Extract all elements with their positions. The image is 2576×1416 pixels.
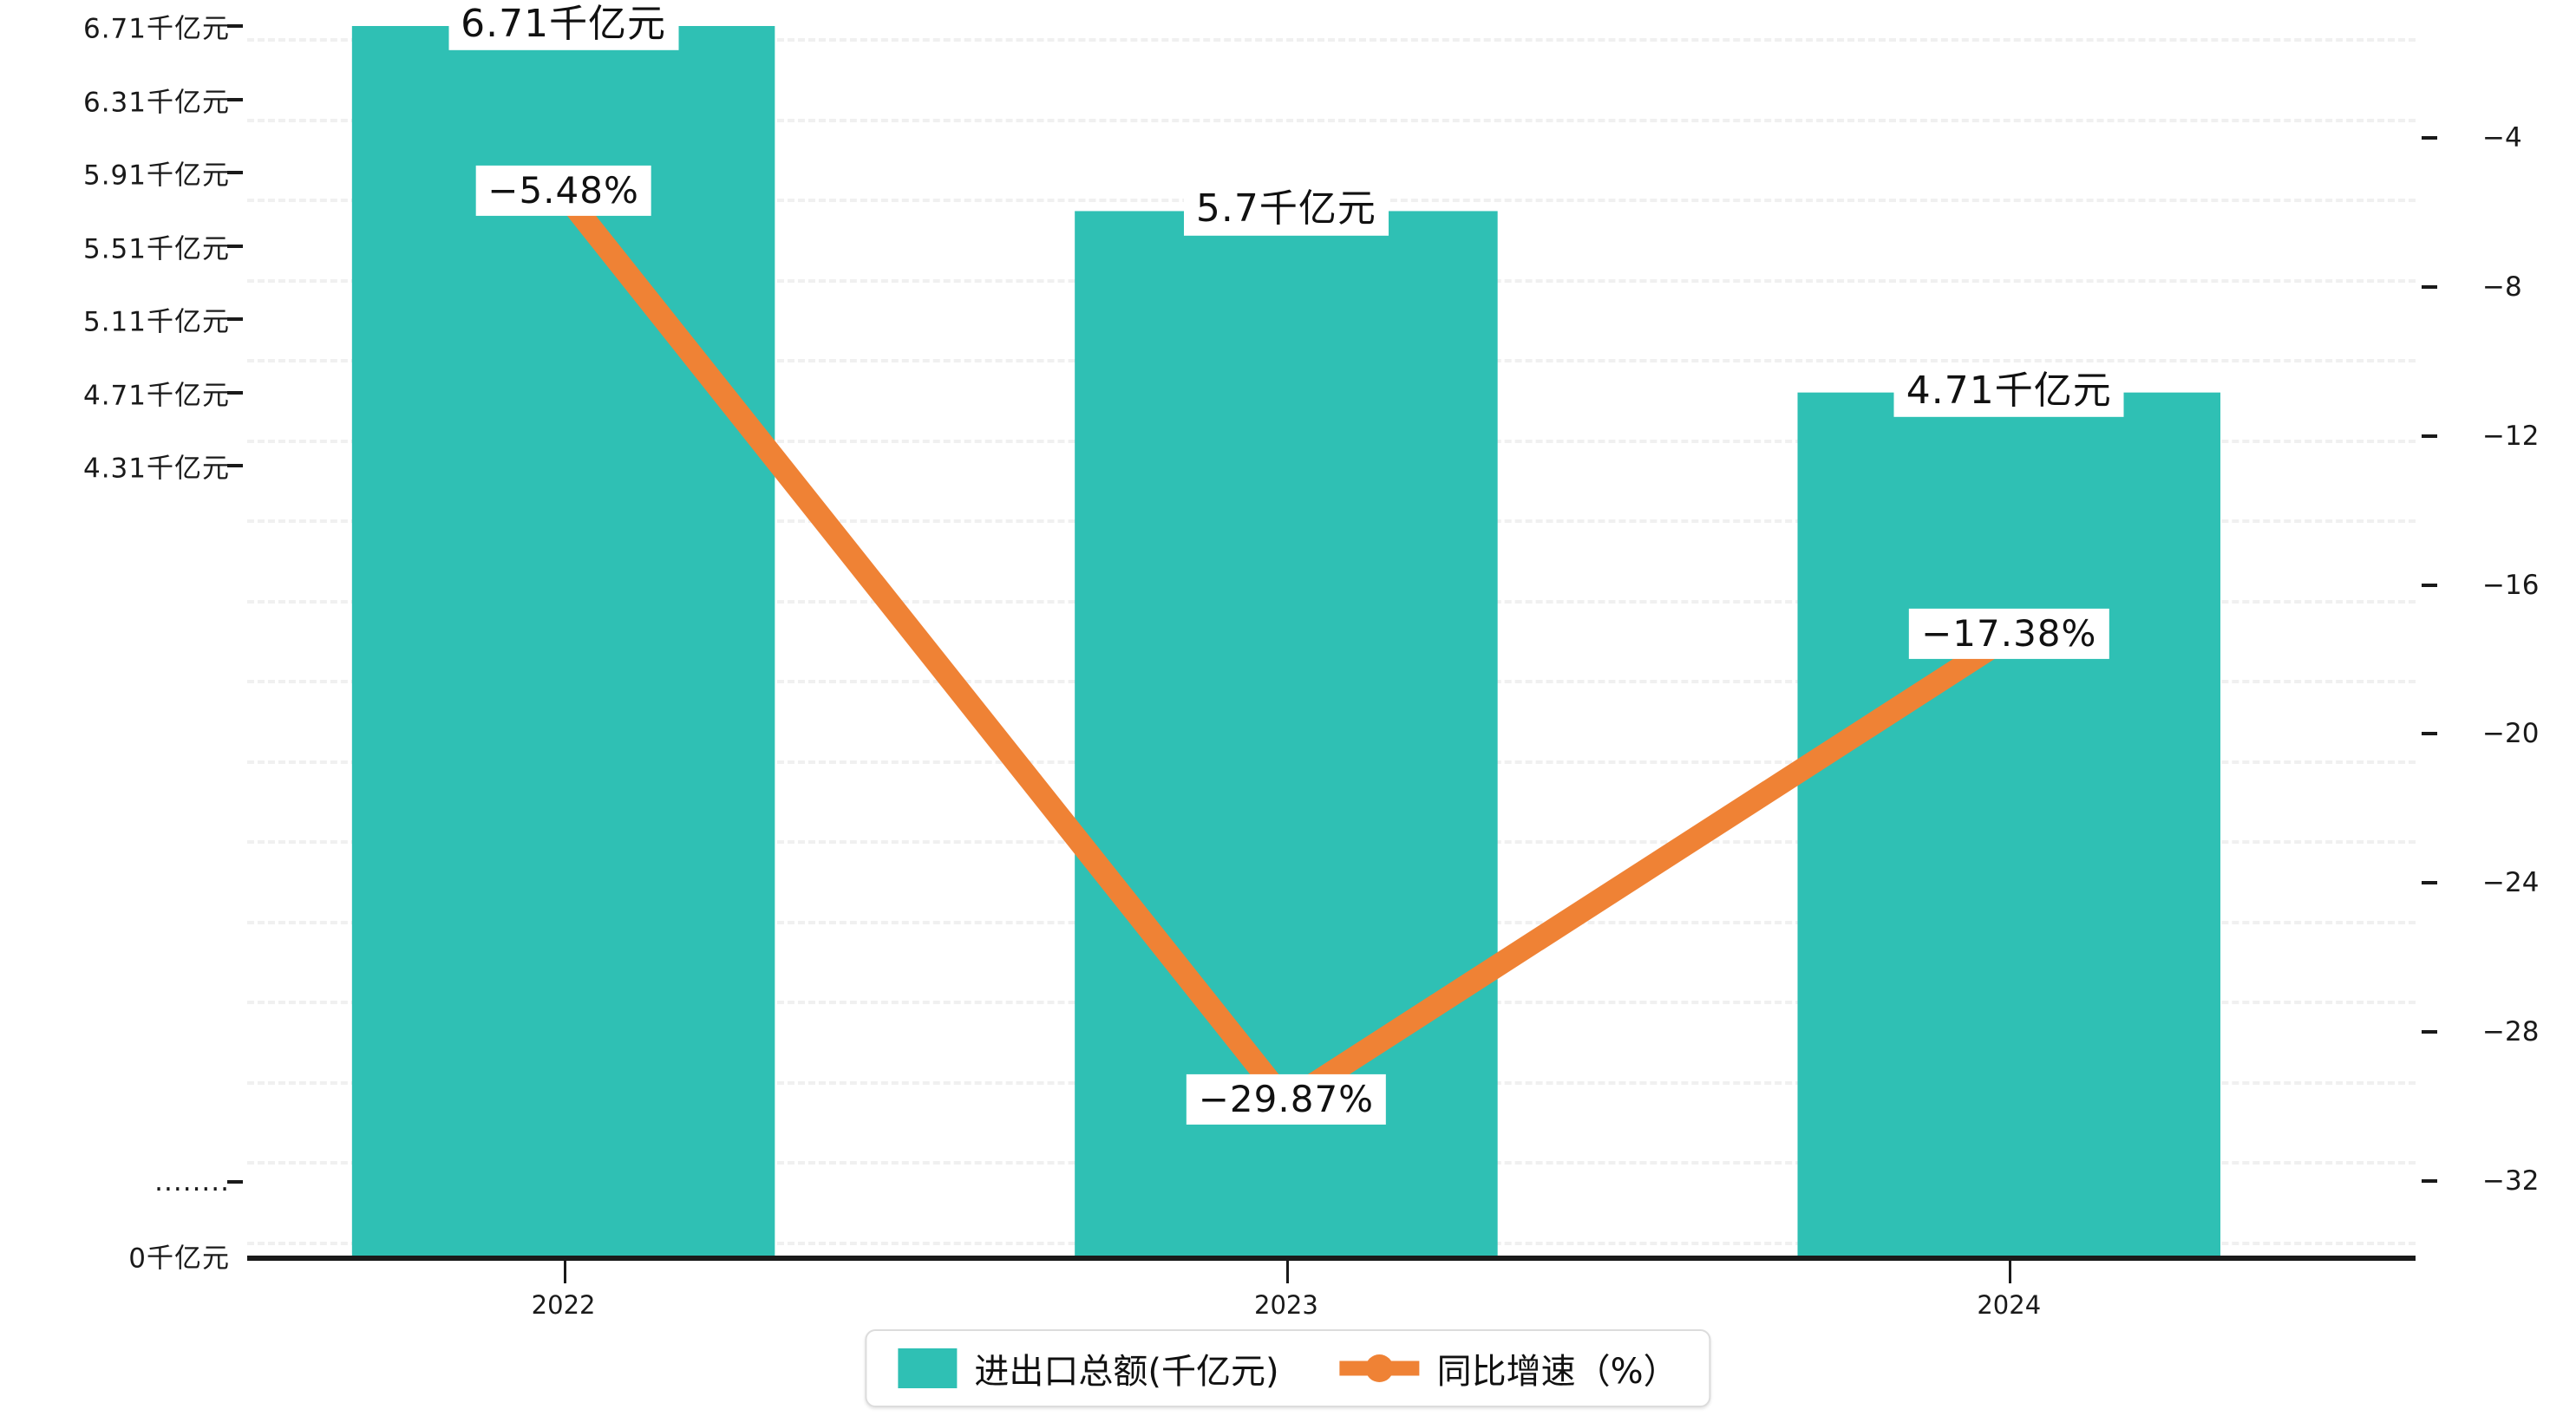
y-axis-left-label: 4.71千亿元 [82,380,230,412]
y-axis-right-label: −8 [2482,271,2522,303]
legend-label-bar: 进出口总额(千亿元) [974,1352,1279,1392]
y-axis-right-label: −24 [2482,867,2540,899]
y-axis-left-tick [227,464,243,468]
gridline [247,359,2416,362]
y-axis-right-tick [2422,881,2437,885]
gridline [247,119,2416,122]
gridline [247,921,2416,924]
y-axis-left-tick [227,1180,243,1184]
gridline [247,1001,2416,1004]
line-label-2023: −29.87% [1186,1073,1387,1125]
y-axis-right-tick [2422,135,2437,140]
y-axis-right-label: −4 [2482,121,2522,153]
y-axis-right-tick [2422,732,2437,736]
y-axis-left-tick [227,317,243,322]
y-axis-left-tick [227,244,243,248]
y-axis-right-tick [2422,434,2437,438]
chart-legend: 进出口总额(千亿元) 同比增速（%） [865,1329,1711,1407]
x-axis-tick-2022 [563,1261,566,1283]
x-axis-tick-2024 [2009,1261,2012,1283]
line-label-2024: −17.38% [1909,608,2109,659]
y-axis-right-label: −32 [2482,1165,2540,1197]
y-axis-left-label: 4.31千亿元 [82,453,230,485]
legend-line-marker-icon [1339,1348,1420,1388]
y-axis-left-tick [227,24,243,28]
gridline [247,519,2416,523]
y-axis-right-tick [2422,284,2437,289]
y-axis-left-label-dots: ........ [154,1166,230,1198]
y-axis-left-label: 5.51千亿元 [82,233,230,265]
y-axis-left-label: 5.91千亿元 [82,160,230,192]
gridline [247,1161,2416,1165]
y-axis-left-tick [227,97,243,101]
y-axis-left-tick [227,390,243,395]
gridline [247,1242,2416,1245]
legend-line-dot [1365,1354,1394,1382]
y-axis-right-tick [2422,583,2437,587]
legend-item-line[interactable]: 同比增速（%） [1339,1343,1678,1393]
y-axis-right-label: −12 [2482,420,2540,452]
legend-bar-swatch-icon [898,1348,958,1388]
legend-label-line: 同比增速（%） [1436,1352,1678,1392]
y-axis-right-label: −16 [2482,569,2540,601]
gridline [247,279,2416,283]
x-axis-label-2024: 2024 [1977,1290,2042,1320]
legend-item-bar[interactable]: 进出口总额(千亿元) [898,1343,1279,1393]
bar-label-2024: 4.71千亿元 [1893,364,2124,417]
y-axis-right-label: −20 [2482,718,2540,750]
x-axis-line [247,1256,2416,1261]
gridline [247,840,2416,844]
y-axis-left-label: 5.11千亿元 [82,306,230,338]
x-axis-label-2022: 2022 [531,1290,596,1320]
y-axis-left-label: 6.71千亿元 [82,13,230,45]
y-axis-left-label-zero: 0千亿元 [128,1243,230,1275]
y-axis-right-label: −28 [2482,1016,2540,1048]
x-axis-tick-2023 [1285,1261,1289,1283]
line-label-2022: −5.48% [475,165,651,216]
y-axis-left-label: 6.31千亿元 [82,87,230,119]
x-axis-label-2023: 2023 [1254,1290,1318,1320]
gridline [247,440,2416,443]
bar-label-2023: 5.7千亿元 [1183,183,1389,236]
gridline [247,680,2416,683]
gridline [247,760,2416,764]
y-axis-left-tick [227,171,243,175]
y-axis-right-tick [2422,1179,2437,1184]
gridline [247,600,2416,604]
y-axis-right-tick [2422,1030,2437,1034]
gridline [247,38,2416,42]
bar-label-2022: 6.71千亿元 [448,0,679,51]
